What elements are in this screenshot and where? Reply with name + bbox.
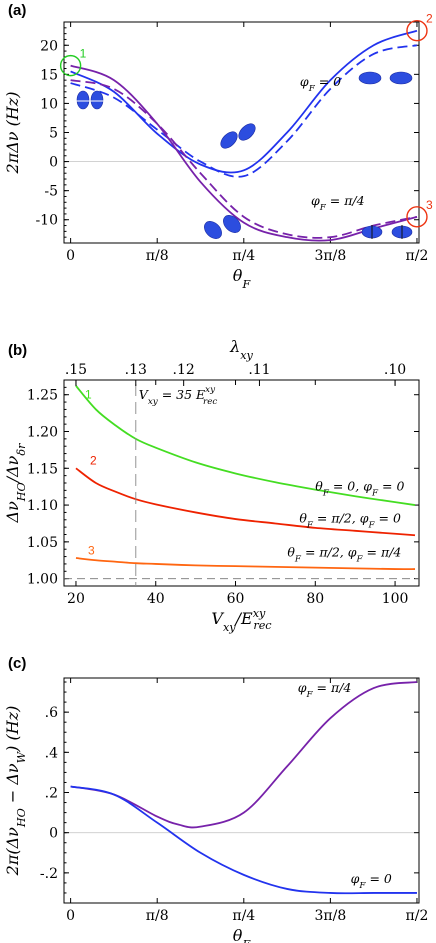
panel-c: 0 π/8 π/4 3π/8 π/2 -.2 0 .2 .4 .6 θF 2π(ΔνHO − ΔνW)…	[3, 655, 428, 943]
x-axis-label: θF	[233, 266, 252, 291]
x-tick-label: 0	[66, 908, 75, 924]
top-tick-label: .13	[125, 362, 147, 378]
series-line-0	[75, 385, 416, 506]
x-tick-label: π/4	[232, 248, 255, 264]
marker-label-2: 2	[426, 12, 433, 26]
series-line-0	[70, 681, 418, 829]
x-tick-label: π/2	[406, 248, 429, 264]
y-axis-label: 2π(ΔνHO − ΔνW) (Hz)	[3, 706, 28, 877]
series-line-1	[70, 785, 417, 895]
x-axis-label: Vxy/Exy rec	[211, 607, 272, 634]
y-tick-label: .2	[45, 786, 58, 802]
orbital-icons	[76, 71, 413, 239]
y-tick-label: .4	[45, 745, 58, 761]
plot-frame	[63, 677, 420, 904]
series-line-1	[75, 467, 416, 537]
curve-annotation-1: φF = π/4	[311, 193, 365, 213]
top-axis-label: λxy	[229, 337, 253, 362]
curve-annotation-2: θF = π/2, φF = π/4	[287, 545, 401, 565]
y-tick-label: 0	[49, 155, 58, 171]
marker-circle-3	[406, 206, 428, 228]
y-tick-label: 1.15	[27, 461, 58, 477]
y-tick-label: 1.00	[27, 572, 58, 588]
y-tick-label: 0	[49, 826, 58, 842]
reference-vline-label: Vxy = 35 Exy rec	[139, 385, 218, 407]
curve-annotation-1: θF = π/2, φF = 0	[299, 511, 401, 531]
x-tick-label: π/8	[146, 248, 169, 264]
x-tick-label: 3π/8	[315, 248, 347, 264]
top-tick-label: .11	[248, 362, 270, 378]
orbital-blob-icon	[223, 215, 241, 233]
series-line-2	[70, 64, 418, 242]
marker-circle-1	[59, 54, 82, 77]
series-number-3: 3	[88, 543, 95, 557]
x-tick-label: 60	[227, 591, 245, 607]
panel-label: (a)	[8, 2, 26, 19]
marker-label-1: 1	[80, 47, 87, 61]
y-tick-label: 10	[40, 96, 58, 112]
series-line-3	[70, 79, 418, 239]
panel-label: (c)	[8, 655, 26, 672]
curve-annotation-0: φF = 0	[300, 74, 341, 94]
curve-annotation-0: φF = π/4	[298, 680, 352, 700]
top-tick-label: .15	[65, 362, 87, 378]
panel-b: 20 40 60 80 1001.001.051.101.151.201.25Vxy/E…	[3, 337, 420, 634]
panel-a: 0 π/8 π/4 3π/8 π/2 -10 -5 0 5 10 15 20 θF 2πΔν (Hz) φF…	[3, 2, 433, 291]
y-tick-label: 1.05	[27, 535, 58, 551]
curve-annotation-0: θF = 0, φF = 0	[315, 478, 404, 498]
series-line-2	[75, 557, 416, 571]
y-axis-label: 2πΔν (Hz)	[3, 92, 22, 175]
y-axis-label: ΔνHO/Δνδr	[3, 443, 28, 524]
x-tick-label: 20	[67, 591, 85, 607]
x-tick-label: 80	[306, 591, 324, 607]
y-tick-label: .6	[45, 705, 58, 721]
y-tick-label: 1.25	[27, 388, 58, 404]
x-axis-label: θF	[233, 926, 252, 943]
orbital-blob-icon	[389, 71, 413, 85]
y-tick-label: 20	[40, 38, 58, 54]
y-tick-label: 1.10	[27, 498, 58, 514]
curve-annotation-1: φF = 0	[351, 871, 392, 891]
orbital-blob-icon	[358, 71, 382, 85]
orbital-blob-icon	[204, 221, 222, 239]
x-tick-label: π/8	[146, 908, 169, 924]
y-tick-label: -10	[35, 213, 58, 229]
x-tick-label: π/2	[406, 908, 429, 924]
y-tick-label: -.2	[40, 866, 58, 882]
series-number-1: 1	[85, 387, 92, 401]
y-tick-label: 5	[49, 126, 58, 142]
x-tick-label: 40	[147, 591, 165, 607]
top-tick-label: .12	[173, 362, 195, 378]
x-tick-label: 100	[382, 591, 409, 607]
x-tick-label: 0	[66, 248, 75, 264]
series-line-0	[70, 29, 418, 174]
orbital-blob-icon	[238, 123, 256, 141]
orbital-blob-icon	[76, 90, 90, 110]
marker-label-3: 3	[426, 198, 433, 212]
series-number-2: 2	[90, 454, 97, 468]
series-line-1	[70, 44, 418, 178]
orbital-blob-icon	[90, 90, 104, 110]
marker-circle-2	[406, 20, 428, 42]
top-tick-label: .10	[384, 362, 406, 378]
y-tick-label: 15	[40, 67, 58, 83]
panel-label: (b)	[8, 342, 27, 359]
x-tick-label: π/4	[232, 908, 255, 924]
y-tick-label: -5	[44, 184, 58, 200]
orbital-blob-icon	[220, 131, 238, 149]
y-tick-label: 1.20	[27, 425, 58, 441]
x-tick-label: 3π/8	[315, 908, 347, 924]
